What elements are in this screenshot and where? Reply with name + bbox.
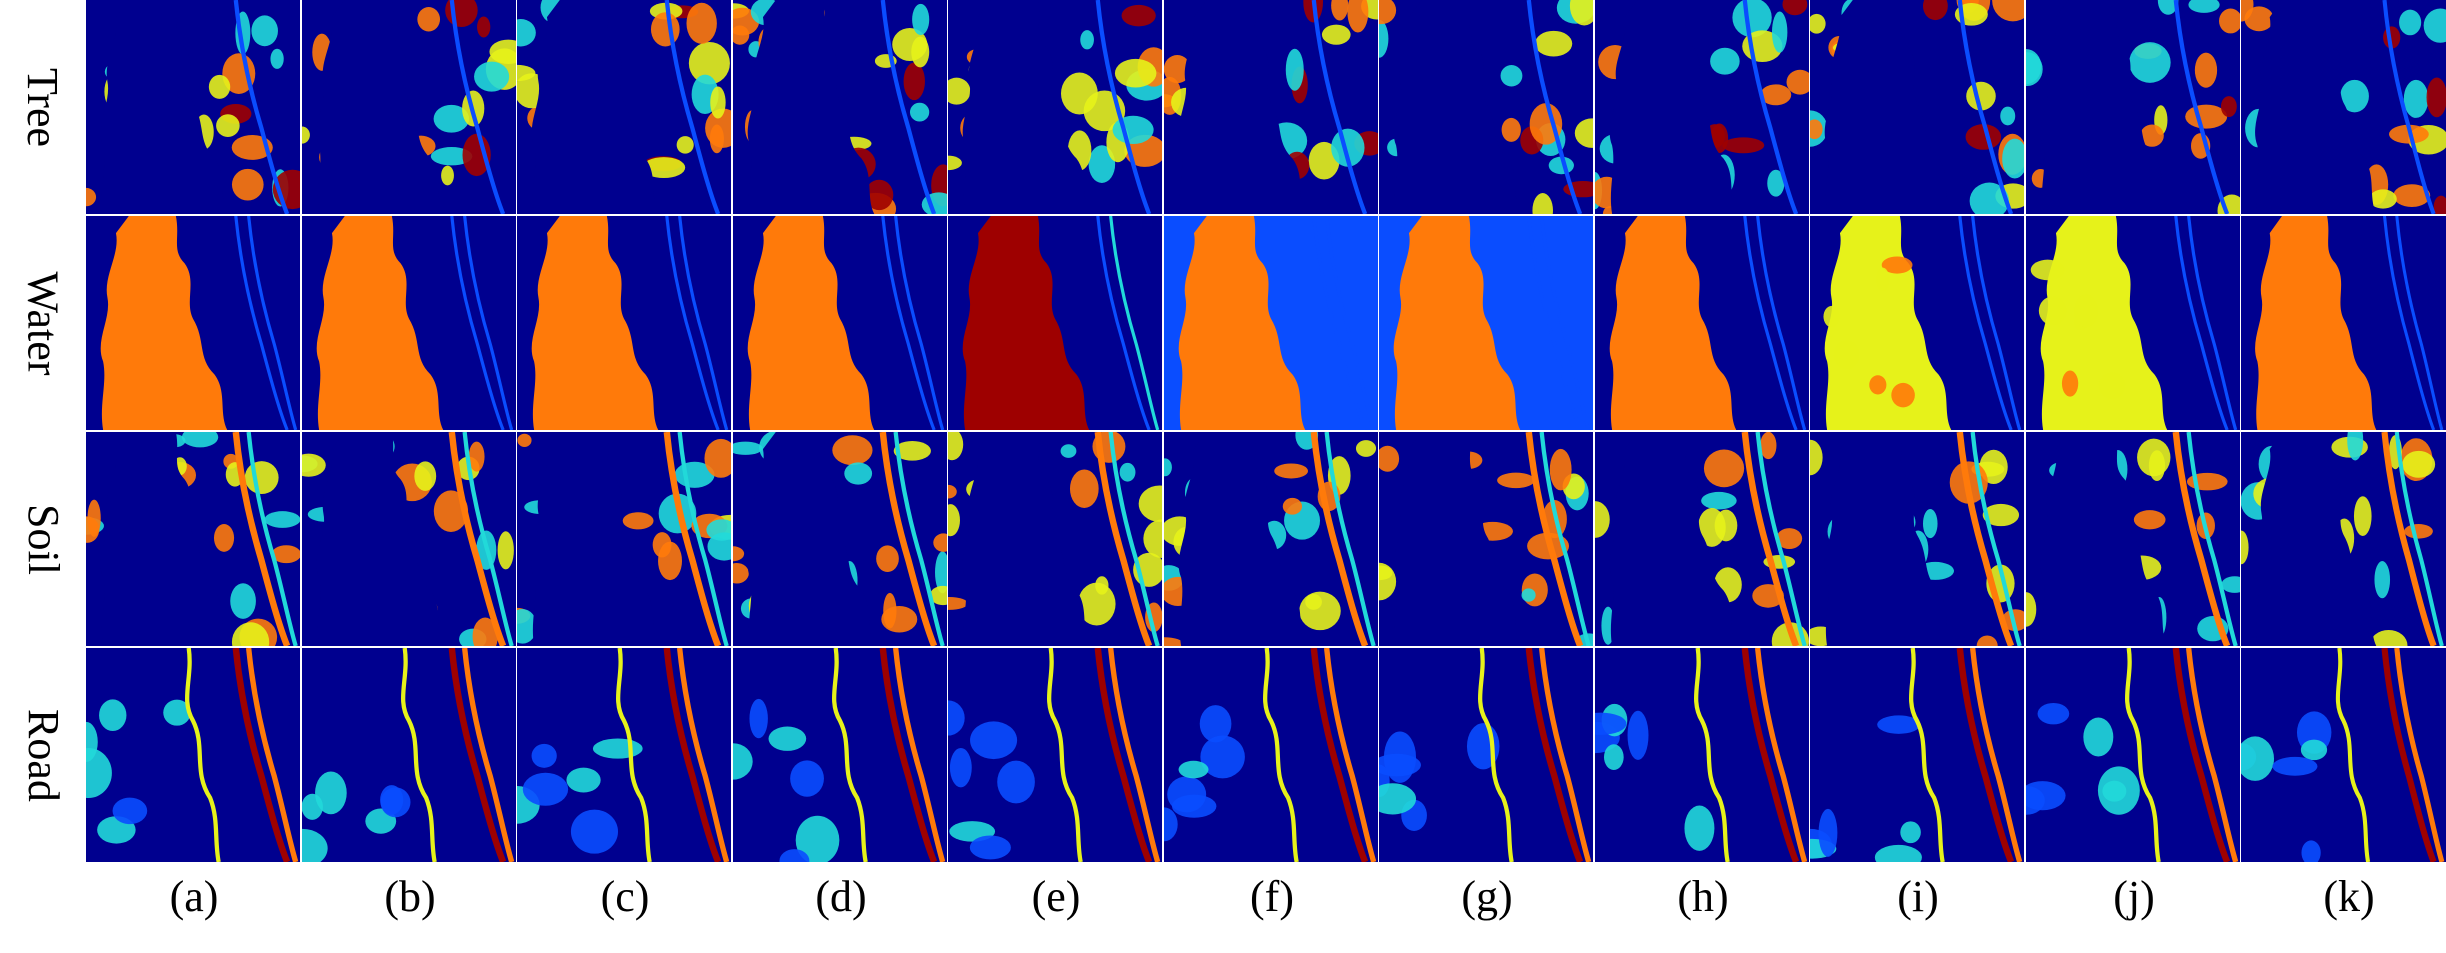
column-label-i: (i) (1897, 872, 1939, 921)
column-label-a: (a) (169, 872, 219, 921)
abundance-map-water-d (733, 216, 947, 430)
abundance-map-soil-c (517, 432, 731, 646)
abundance-map-tree-j (2026, 0, 2240, 214)
abundance-map-tree-h (1595, 0, 1809, 214)
abundance-map-road-d (733, 648, 947, 862)
column-label-g: (g) (1461, 872, 1513, 921)
abundance-map-soil-d (733, 432, 947, 646)
abundance-map-tree-a (86, 0, 300, 214)
abundance-map-water-e (948, 216, 1162, 430)
abundance-map-tree-d (733, 0, 947, 214)
abundance-map-tree-k (2241, 0, 2446, 214)
row-label-tree: Tree (0, 0, 86, 214)
abundance-map-road-b (302, 648, 516, 862)
row-label-road: Road (0, 648, 86, 862)
abundance-map-tree-c (517, 0, 731, 214)
abundance-map-soil-f (1164, 432, 1378, 646)
abundance-map-road-i (1810, 648, 2024, 862)
abundance-map-soil-a (86, 432, 300, 646)
abundance-map-water-b (302, 216, 516, 430)
abundance-map-tree-i (1810, 0, 2024, 214)
abundance-map-road-g (1379, 648, 1593, 862)
abundance-map-water-h (1595, 216, 1809, 430)
abundance-map-road-j (2026, 648, 2240, 862)
abundance-map-road-c (517, 648, 731, 862)
row-label-text: Soil (18, 503, 68, 575)
column-label-e: (e) (1031, 872, 1081, 921)
abundance-map-water-g (1379, 216, 1593, 430)
abundance-map-water-a (86, 216, 300, 430)
abundance-map-soil-e (948, 432, 1162, 646)
abundance-map-tree-b (302, 0, 516, 214)
column-label-h: (h) (1677, 872, 1729, 921)
abundance-map-road-e (948, 648, 1162, 862)
column-label-j: (j) (2113, 872, 2155, 921)
abundance-map-soil-k (2241, 432, 2446, 646)
abundance-map-tree-e (948, 0, 1162, 214)
row-label-water: Water (0, 216, 86, 430)
abundance-map-soil-j (2026, 432, 2240, 646)
column-label-d: (d) (815, 872, 867, 921)
abundance-map-water-k (2241, 216, 2446, 430)
abundance-map-soil-g (1379, 432, 1593, 646)
abundance-map-water-f (1164, 216, 1378, 430)
abundance-map-tree-f (1164, 0, 1378, 214)
abundance-map-road-k (2241, 648, 2446, 862)
abundance-map-tree-g (1379, 0, 1593, 214)
abundance-map-road-h (1595, 648, 1809, 862)
column-label-k: (k) (2323, 872, 2375, 921)
row-label-text: Tree (18, 67, 68, 147)
row-label-text: Water (18, 271, 68, 375)
row-label-text: Road (18, 708, 68, 802)
abundance-map-road-a (86, 648, 300, 862)
column-label-b: (b) (384, 872, 436, 921)
abundance-map-water-c (517, 216, 731, 430)
abundance-map-soil-h (1595, 432, 1809, 646)
column-label-c: (c) (600, 872, 650, 921)
abundance-map-soil-b (302, 432, 516, 646)
abundance-map-water-j (2026, 216, 2240, 430)
column-label-f: (f) (1250, 872, 1294, 921)
abundance-map-road-f (1164, 648, 1378, 862)
abundance-map-water-i (1810, 216, 2024, 430)
row-label-soil: Soil (0, 432, 86, 646)
abundance-map-soil-i (1810, 432, 2024, 646)
